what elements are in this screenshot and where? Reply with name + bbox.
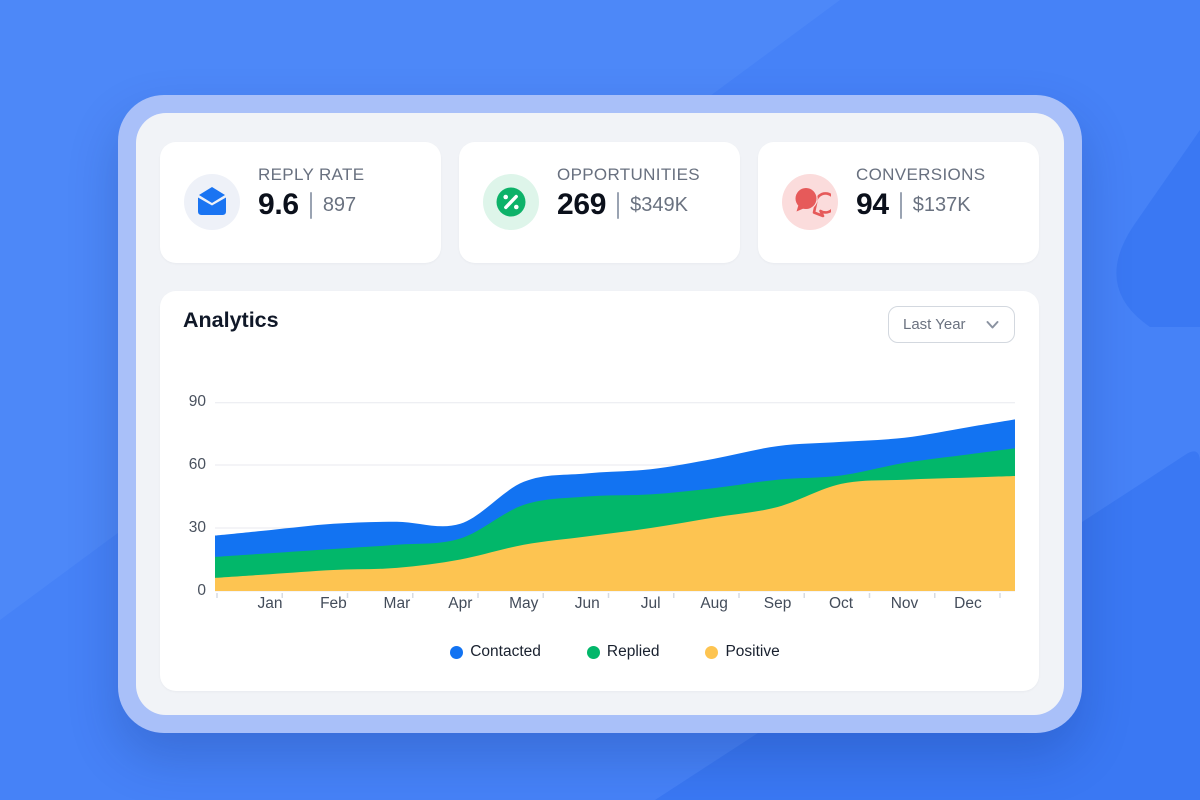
y-axis-label: 30 <box>188 519 206 536</box>
bg-topright-wedge <box>1116 130 1200 327</box>
legend-item-replied: Replied <box>586 643 660 661</box>
x-axis-label: Nov <box>890 595 919 612</box>
y-axis-labels: 0 30 60 90 <box>168 393 206 599</box>
stat-value: 94 <box>856 188 889 221</box>
x-axis-label: Feb <box>320 595 347 612</box>
stat-divider <box>899 191 902 219</box>
x-axis-label: May <box>509 595 539 612</box>
x-axis-labels: Jan Feb Mar Apr May Jun Jul Aug Sep Oct Nov Dec <box>215 595 1015 615</box>
y-axis-label: 60 <box>188 456 206 473</box>
legend-dot <box>586 645 600 659</box>
stat-value-row: 9.6 897 <box>258 188 364 222</box>
legend-dot <box>705 645 719 659</box>
legend-item-positive: Positive <box>705 643 780 661</box>
chat-bubbles-icon <box>782 174 838 230</box>
mail-open-icon <box>184 174 240 230</box>
legend-label: Positive <box>725 643 780 660</box>
stat-value-row: 269 $349K <box>557 188 700 222</box>
x-axis-label: Dec <box>954 595 982 612</box>
legend-item-contacted: Contacted <box>450 643 541 661</box>
stat-label: CONVERSIONS <box>856 165 986 184</box>
chart-plot-area <box>215 402 1015 599</box>
x-axis-label: Jun <box>574 595 600 612</box>
analytics-title: Analytics <box>183 308 279 332</box>
dashboard-frame: REPLY RATE 9.6 897 <box>118 95 1082 733</box>
stat-card-conversions: CONVERSIONS 94 $137K <box>758 142 1039 263</box>
legend-dot <box>450 645 464 659</box>
stat-secondary: $349K <box>630 193 688 216</box>
stat-label: REPLY RATE <box>258 165 365 184</box>
dashboard-panel: REPLY RATE 9.6 897 <box>136 113 1064 715</box>
stat-secondary: 897 <box>322 193 357 216</box>
stat-value-row: 94 $137K <box>856 188 985 222</box>
stat-value: 269 <box>557 188 607 221</box>
legend-label: Contacted <box>470 643 541 660</box>
stat-text: REPLY RATE 9.6 897 <box>258 165 364 222</box>
timerange-dropdown[interactable]: Last Year <box>888 306 1015 343</box>
stat-label: OPPORTUNITIES <box>557 165 700 184</box>
stat-divider <box>617 191 620 219</box>
chart-legend: Contacted Replied Positive <box>215 643 1015 661</box>
x-axis-label: Apr <box>448 595 473 612</box>
x-axis-label: Aug <box>700 595 728 612</box>
analytics-card: Analytics Last Year 0 30 60 90 Jan Feb Mar Apr… <box>160 291 1039 691</box>
timerange-dropdown-label: Last Year <box>903 316 966 333</box>
y-axis-label: 0 <box>197 582 206 599</box>
stat-card-opportunities: OPPORTUNITIES 269 $349K <box>459 142 740 263</box>
chevron-down-icon <box>986 321 999 329</box>
x-axis-label: Sep <box>763 595 792 612</box>
x-axis-label: Mar <box>383 595 411 612</box>
y-axis-label: 90 <box>188 393 206 410</box>
stats-row: REPLY RATE 9.6 897 <box>160 142 1039 263</box>
legend-label: Replied <box>606 643 660 660</box>
stat-text: OPPORTUNITIES 269 $349K <box>557 165 700 222</box>
stat-divider <box>309 191 312 219</box>
x-axis-label: Jul <box>640 595 661 612</box>
stat-card-reply-rate: REPLY RATE 9.6 897 <box>160 142 441 263</box>
x-axis-label: Oct <box>828 595 854 612</box>
stat-text: CONVERSIONS 94 $137K <box>856 165 985 222</box>
stat-value: 9.6 <box>258 188 299 221</box>
analytics-plot <box>215 402 1015 599</box>
percent-icon <box>483 174 539 230</box>
stat-secondary: $137K <box>912 193 971 216</box>
x-axis-label: Jan <box>257 595 283 612</box>
